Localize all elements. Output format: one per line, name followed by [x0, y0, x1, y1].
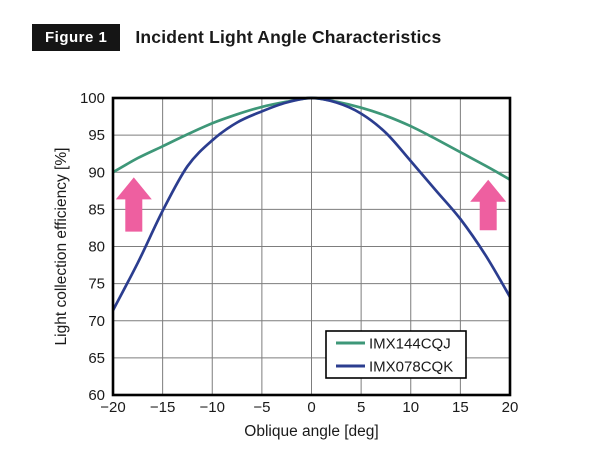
x-tick-label: −20 — [100, 399, 125, 416]
figure-title: Incident Light Angle Characteristics — [135, 27, 442, 47]
y-tick-label: 75 — [88, 276, 105, 293]
legend-label: IMX078CQK — [369, 359, 453, 376]
up-arrow-annotation — [470, 179, 507, 231]
line-chart: −20 −15 −10 −5 0 5 10 15 20 60 65 70 75 80 85 90 95 100 Ob… — [53, 90, 519, 440]
y-tick-label: 95 — [88, 127, 105, 144]
plot-border — [111, 96, 512, 397]
legend: IMX144CQJ IMX078CQK — [325, 330, 467, 379]
y-tick-label: 80 — [88, 239, 105, 256]
y-tick-label: 100 — [80, 90, 105, 107]
y-tick-label: 60 — [88, 387, 105, 404]
y-tick-label: 85 — [88, 201, 105, 218]
y-tick-label: 65 — [88, 350, 105, 367]
x-tick-label: −15 — [150, 399, 175, 416]
y-axis-title: Light collection efficiency [%] — [53, 148, 70, 346]
legend-label: IMX144CQJ — [369, 336, 451, 353]
x-tick-label: 20 — [502, 399, 519, 416]
legend-box — [325, 330, 467, 379]
figure-header: Figure 1 Incident Light Angle Characteri… — [32, 24, 441, 51]
x-axis-title: Oblique angle [deg] — [244, 423, 378, 440]
x-tick-label: 5 — [357, 399, 365, 416]
x-tick-label: 0 — [307, 399, 315, 416]
y-tick-label: 90 — [88, 164, 105, 181]
up-arrow-annotation — [115, 177, 152, 232]
x-tick-label: 10 — [402, 399, 419, 416]
figure-badge: Figure 1 — [32, 24, 121, 51]
x-tick-label: 15 — [452, 399, 469, 416]
x-tick-label: −10 — [200, 399, 225, 416]
x-tick-label: −5 — [253, 399, 270, 416]
y-tick-label: 70 — [88, 313, 105, 330]
